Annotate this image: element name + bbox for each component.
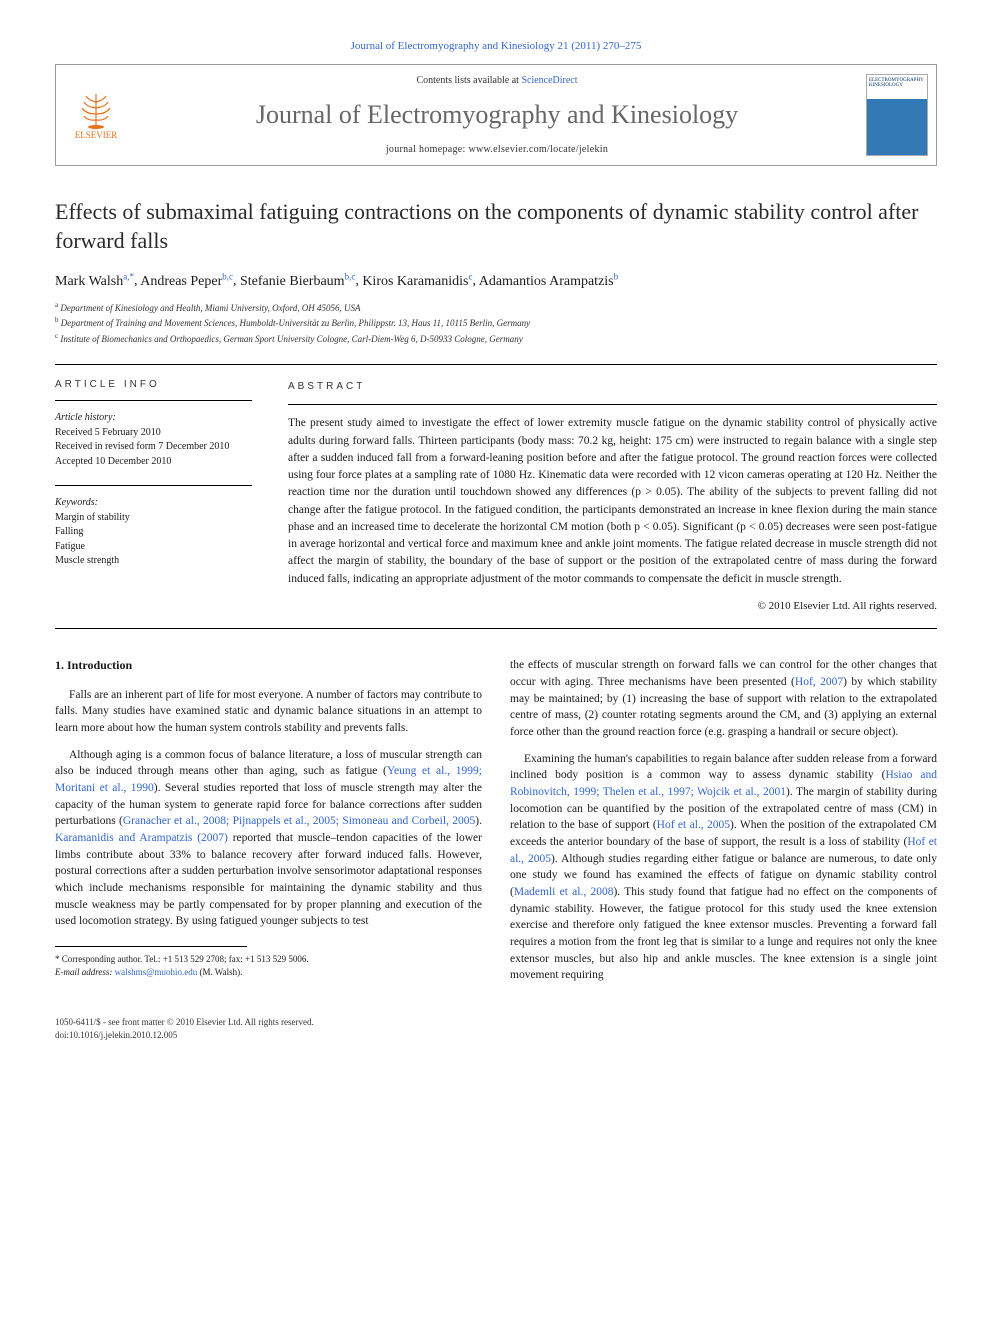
footnote-separator — [55, 946, 247, 947]
footer-copyright: 1050-6411/$ - see front matter © 2010 El… — [55, 1016, 937, 1041]
article-info-column: ARTICLE INFO Article history: Received 5… — [55, 365, 270, 628]
ref-mademli-2008[interactable]: Mademli et al., 2008 — [514, 886, 614, 898]
article-title: Effects of submaximal fatiguing contract… — [55, 198, 937, 255]
cover-thumbnail-cell: ELECTROMYOGRAPHY KINESIOLOGY — [858, 65, 936, 165]
author-4[interactable]: Kiros Karamanidisc — [362, 274, 472, 289]
journal-homepage-line: journal homepage: www.elsevier.com/locat… — [148, 144, 846, 155]
footer-doi: doi:10.1016/j.jelekin.2010.12.005 — [55, 1029, 937, 1042]
author-list: Mark Walsha,*, Andreas Peperb,c, Stefani… — [55, 271, 937, 290]
journal-header-box: ELSEVIER Contents lists available at Sci… — [55, 64, 937, 166]
journal-cover-thumbnail[interactable]: ELECTROMYOGRAPHY KINESIOLOGY — [866, 74, 928, 156]
abstract-column: ABSTRACT The present study aimed to inve… — [270, 365, 937, 628]
author-3[interactable]: Stefanie Bierbaumb,c — [240, 274, 355, 289]
affiliations: a Department of Kinesiology and Health, … — [55, 300, 937, 347]
publisher-logo-cell: ELSEVIER — [56, 65, 136, 165]
author-5[interactable]: Adamantios Arampatzisb — [479, 274, 618, 289]
ref-hof-2007[interactable]: Hof, 2007 — [795, 676, 843, 688]
ref-granacher-etal[interactable]: Granacher et al., 2008; Pijnappels et al… — [123, 815, 475, 827]
keyword-1: Margin of stability — [55, 511, 252, 526]
history-revised: Received in revised form 7 December 2010 — [55, 440, 252, 455]
keywords-label: Keywords: — [55, 496, 252, 511]
keywords-block: Keywords: Margin of stability Falling Fa… — [55, 485, 252, 569]
history-accepted: Accepted 10 December 2010 — [55, 455, 252, 470]
affiliation-b: b Department of Training and Movement Sc… — [55, 315, 937, 331]
body-column-right: the effects of muscular strength on forw… — [510, 657, 937, 994]
homepage-prefix: journal homepage: — [386, 144, 469, 155]
corresponding-author-footnote: * Corresponding author. Tel.: +1 513 529… — [55, 953, 482, 978]
history-label: Article history: — [55, 411, 252, 426]
contents-prefix: Contents lists available at — [416, 75, 521, 86]
journal-name: Journal of Electromyography and Kinesiol… — [148, 100, 846, 130]
keyword-3: Fatigue — [55, 540, 252, 555]
ref-hof-2005a[interactable]: Hof et al., 2005 — [657, 819, 730, 831]
author-1[interactable]: Mark Walsha,* — [55, 274, 134, 289]
body-two-column: 1. Introduction Falls are an inherent pa… — [55, 657, 937, 994]
contents-available-line: Contents lists available at ScienceDirec… — [148, 75, 846, 86]
elsevier-label: ELSEVIER — [75, 130, 118, 140]
intro-para-2: Although aging is a common focus of bala… — [55, 747, 482, 930]
abstract-text: The present study aimed to investigate t… — [288, 415, 937, 588]
elsevier-tree-icon — [76, 90, 116, 130]
info-abstract-row: ARTICLE INFO Article history: Received 5… — [55, 364, 937, 629]
ref-karamanidis-2007[interactable]: Karamanidis and Arampatzis (2007) — [55, 832, 228, 844]
introduction-heading: 1. Introduction — [55, 657, 482, 674]
body-column-left: 1. Introduction Falls are an inherent pa… — [55, 657, 482, 994]
author-2[interactable]: Andreas Peperb,c — [140, 274, 233, 289]
abstract-heading: ABSTRACT — [288, 379, 937, 394]
cover-title-2: KINESIOLOGY — [869, 83, 925, 88]
abstract-copyright: © 2010 Elsevier Ltd. All rights reserved… — [288, 598, 937, 615]
keyword-2: Falling — [55, 525, 252, 540]
header-center: Contents lists available at ScienceDirec… — [136, 65, 858, 165]
journal-reference: Journal of Electromyography and Kinesiol… — [55, 40, 937, 52]
intro-para-3: the effects of muscular strength on forw… — [510, 657, 937, 740]
keyword-4: Muscle strength — [55, 554, 252, 569]
affiliation-c: c Institute of Biomechanics and Orthopae… — [55, 331, 937, 347]
email-label: E-mail address: — [55, 967, 112, 977]
article-info-heading: ARTICLE INFO — [55, 379, 252, 390]
homepage-url[interactable]: www.elsevier.com/locate/jelekin — [468, 144, 608, 155]
footer-front-matter: 1050-6411/$ - see front matter © 2010 El… — [55, 1016, 937, 1029]
affiliation-a: a Department of Kinesiology and Health, … — [55, 300, 937, 316]
article-history: Article history: Received 5 February 201… — [55, 411, 252, 469]
email-suffix: (M. Walsh). — [199, 967, 242, 977]
corr-author-line: * Corresponding author. Tel.: +1 513 529… — [55, 953, 482, 966]
intro-para-1: Falls are an inherent part of life for m… — [55, 687, 482, 737]
elsevier-logo[interactable]: ELSEVIER — [75, 90, 118, 140]
intro-para-4: Examining the human's capabilities to re… — [510, 751, 937, 984]
corr-author-email[interactable]: walshms@muohio.edu — [115, 967, 198, 977]
sciencedirect-link[interactable]: ScienceDirect — [521, 75, 577, 86]
history-received: Received 5 February 2010 — [55, 426, 252, 441]
